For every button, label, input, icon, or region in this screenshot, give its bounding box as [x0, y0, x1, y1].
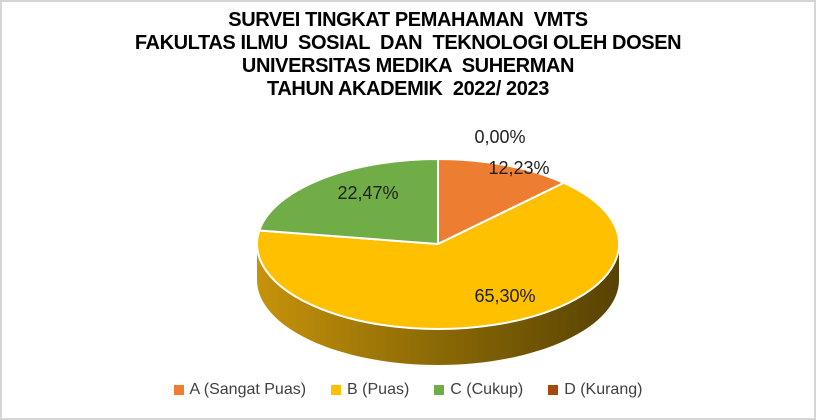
- legend-item-c-cukup: C (Cukup): [434, 381, 523, 399]
- legend-label-b-puas: B (Puas): [347, 381, 410, 398]
- pie-slice-a-sangat-puas: [437, 158, 565, 245]
- pie-label-a-sangat-puas: 12,23%: [488, 158, 549, 178]
- pie-slice-c-cukup: [258, 158, 439, 245]
- chart-title-line-1: SURVEI TINGKAT PEMAHAMAN VMTS: [228, 9, 588, 31]
- legend-swatch-b-puas: [331, 385, 342, 395]
- legend-label-c-cukup: C (Cukup): [450, 381, 524, 398]
- legend-label-a-sangat-puas: A (Sangat Puas): [189, 381, 307, 398]
- pie-label-c-cukup: 22,47%: [337, 183, 398, 203]
- chart-title-line-2: FAKULTAS ILMU SOSIAL DAN TEKNOLOGI OLEH …: [134, 32, 682, 54]
- pie-label-d-kurang: 0,00%: [474, 127, 525, 147]
- pie-side-3d: [257, 244, 619, 365]
- legend-swatch-a-sangat-puas: [173, 385, 184, 395]
- pie-label-b-puas: 65,30%: [474, 286, 535, 306]
- legend-item-a-sangat-puas: A (Sangat Puas): [173, 381, 307, 399]
- chart-title-line-4: TAHUN AKADEMIK 2022/ 2023: [267, 78, 549, 100]
- legend-item-b-puas: B (Puas): [331, 381, 409, 399]
- chart-title-line-3: UNIVERSITAS MEDIKA SUHERMAN: [241, 55, 575, 77]
- chart-title: SURVEI TINGKAT PEMAHAMAN VMTS FAKULTAS I…: [2, 9, 814, 101]
- pie-slice-b-puas: [256, 181, 620, 331]
- legend: A (Sangat Puas) B (Puas) C (Cukup) D (Kuran…: [2, 381, 814, 399]
- legend-label-d-kurang: D (Kurang): [564, 381, 643, 398]
- legend-swatch-d-kurang: [548, 385, 559, 395]
- legend-item-d-kurang: D (Kurang): [548, 381, 642, 399]
- legend-swatch-c-cukup: [434, 385, 445, 395]
